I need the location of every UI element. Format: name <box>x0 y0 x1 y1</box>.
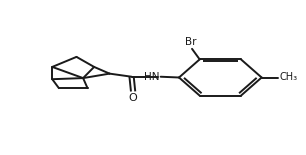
Text: HN: HN <box>144 72 159 82</box>
Text: Br: Br <box>185 37 196 47</box>
Text: O: O <box>129 93 137 103</box>
Text: CH₃: CH₃ <box>280 73 298 82</box>
